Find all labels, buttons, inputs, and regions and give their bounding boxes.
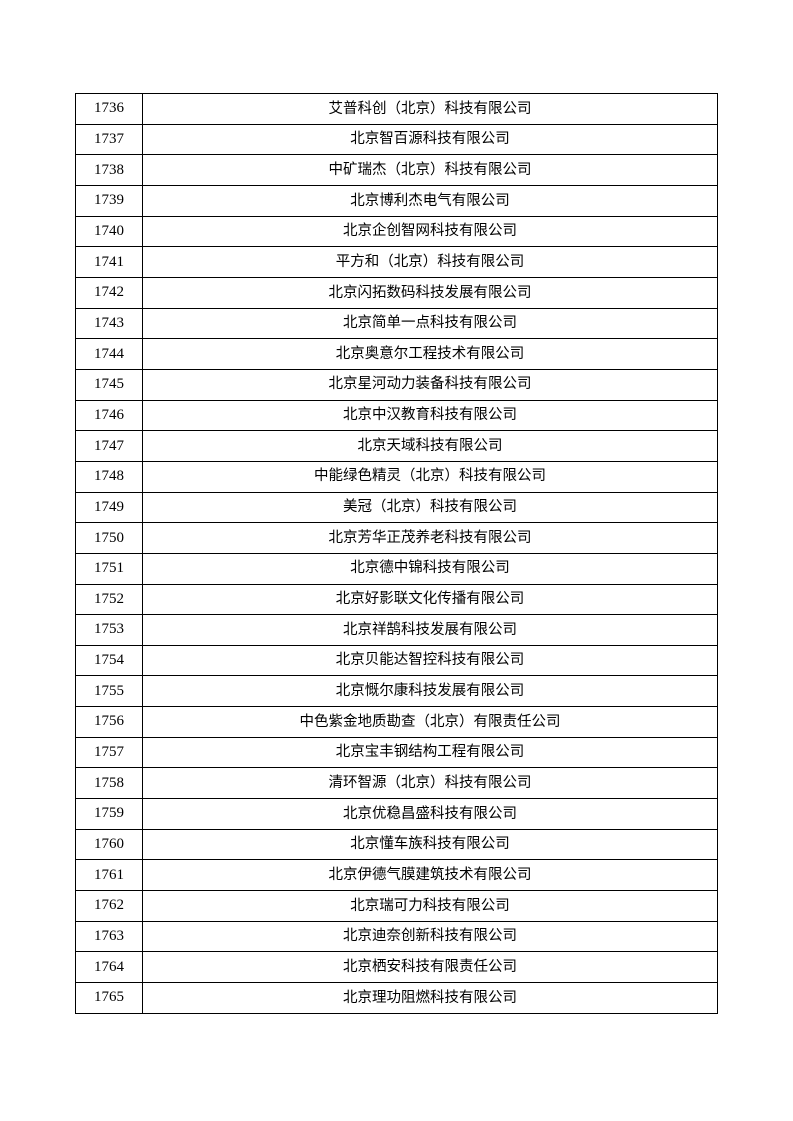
- table-row: 1745 北京星河动力装备科技有限公司: [75, 368, 718, 401]
- row-number: 1737: [75, 123, 143, 156]
- row-number: 1745: [75, 368, 143, 401]
- company-name: 中色紫金地质勘查（北京）有限责任公司: [142, 706, 718, 738]
- row-number: 1760: [75, 828, 143, 861]
- company-name: 艾普科创（北京）科技有限公司: [142, 93, 718, 125]
- company-name: 北京优稳昌盛科技有限公司: [142, 798, 718, 830]
- row-number: 1764: [75, 951, 143, 984]
- company-name: 清环智源（北京）科技有限公司: [142, 767, 718, 800]
- company-name: 北京宝丰钢结构工程有限公司: [142, 736, 718, 769]
- table-row: 1740 北京企创智网科技有限公司: [75, 215, 718, 248]
- row-number: 1747: [75, 430, 143, 462]
- company-name: 北京栖安科技有限责任公司: [142, 951, 718, 984]
- row-number: 1749: [75, 491, 143, 524]
- table-row: 1756 中色紫金地质勘查（北京）有限责任公司: [75, 706, 718, 738]
- row-number: 1736: [75, 93, 143, 125]
- company-name: 中能绿色精灵（北京）科技有限公司: [142, 460, 718, 493]
- row-number: 1752: [75, 583, 143, 616]
- company-name: 北京星河动力装备科技有限公司: [142, 368, 718, 401]
- row-number: 1741: [75, 246, 143, 278]
- company-name: 北京理功阻燃科技有限公司: [142, 982, 718, 1014]
- table-row: 1763 北京迪奈创新科技有限公司: [75, 920, 718, 953]
- row-number: 1740: [75, 215, 143, 248]
- row-number: 1744: [75, 338, 143, 370]
- company-name: 北京伊德气膜建筑技术有限公司: [142, 859, 718, 892]
- row-number: 1738: [75, 154, 143, 186]
- company-name: 美冠（北京）科技有限公司: [142, 491, 718, 524]
- table-row: 1758 清环智源（北京）科技有限公司: [75, 767, 718, 800]
- table-row: 1762 北京瑞可力科技有限公司: [75, 890, 718, 922]
- company-name: 北京懂车族科技有限公司: [142, 828, 718, 861]
- row-number: 1751: [75, 552, 143, 585]
- table-row: 1747 北京天域科技有限公司: [75, 430, 718, 462]
- table-row: 1755 北京慨尔康科技发展有限公司: [75, 675, 718, 708]
- row-number: 1763: [75, 920, 143, 953]
- table-row: 1751 北京德中锦科技有限公司: [75, 552, 718, 585]
- table-row: 1736 艾普科创（北京）科技有限公司: [75, 93, 718, 125]
- row-number: 1755: [75, 675, 143, 708]
- company-name: 中矿瑞杰（北京）科技有限公司: [142, 154, 718, 186]
- company-name: 北京简单一点科技有限公司: [142, 307, 718, 340]
- company-name: 北京智百源科技有限公司: [142, 123, 718, 156]
- company-name: 北京慨尔康科技发展有限公司: [142, 675, 718, 708]
- table-row: 1737 北京智百源科技有限公司: [75, 123, 718, 156]
- table-row: 1744 北京奥意尔工程技术有限公司: [75, 338, 718, 370]
- company-name: 北京德中锦科技有限公司: [142, 552, 718, 585]
- table-row: 1738 中矿瑞杰（北京）科技有限公司: [75, 154, 718, 186]
- table-row: 1739 北京博利杰电气有限公司: [75, 184, 718, 217]
- row-number: 1742: [75, 276, 143, 309]
- table-row: 1754 北京贝能达智控科技有限公司: [75, 644, 718, 677]
- table-body: 1736 艾普科创（北京）科技有限公司 1737 北京智百源科技有限公司 1738 中矿瑞…: [75, 93, 718, 1014]
- row-number: 1739: [75, 184, 143, 217]
- row-number: 1746: [75, 399, 143, 432]
- company-name: 平方和（北京）科技有限公司: [142, 246, 718, 278]
- company-list-table: 1736 艾普科创（北京）科技有限公司 1737 北京智百源科技有限公司 1738 中矿瑞…: [75, 93, 718, 1014]
- row-number: 1765: [75, 982, 143, 1014]
- row-number: 1743: [75, 307, 143, 340]
- table-row: 1752 北京好影联文化传播有限公司: [75, 583, 718, 616]
- row-number: 1758: [75, 767, 143, 800]
- company-name: 北京奥意尔工程技术有限公司: [142, 338, 718, 370]
- company-name: 北京好影联文化传播有限公司: [142, 583, 718, 616]
- table-row: 1742 北京闪拓数码科技发展有限公司: [75, 276, 718, 309]
- row-number: 1761: [75, 859, 143, 892]
- company-name: 北京企创智网科技有限公司: [142, 215, 718, 248]
- table-row: 1748 中能绿色精灵（北京）科技有限公司: [75, 460, 718, 493]
- company-name: 北京祥鹄科技发展有限公司: [142, 614, 718, 646]
- row-number: 1748: [75, 460, 143, 493]
- company-name: 北京天域科技有限公司: [142, 430, 718, 462]
- table-row: 1741 平方和（北京）科技有限公司: [75, 246, 718, 278]
- table-row: 1765 北京理功阻燃科技有限公司: [75, 982, 718, 1014]
- table-row: 1757 北京宝丰钢结构工程有限公司: [75, 736, 718, 769]
- company-name: 北京贝能达智控科技有限公司: [142, 644, 718, 677]
- row-number: 1756: [75, 706, 143, 738]
- company-name: 北京闪拓数码科技发展有限公司: [142, 276, 718, 309]
- row-number: 1757: [75, 736, 143, 769]
- table-row: 1764 北京栖安科技有限责任公司: [75, 951, 718, 984]
- company-name: 北京瑞可力科技有限公司: [142, 890, 718, 922]
- company-name: 北京中汉教育科技有限公司: [142, 399, 718, 432]
- row-number: 1753: [75, 614, 143, 646]
- table-row: 1746 北京中汉教育科技有限公司: [75, 399, 718, 432]
- table-row: 1753 北京祥鹄科技发展有限公司: [75, 614, 718, 646]
- company-name: 北京迪奈创新科技有限公司: [142, 920, 718, 953]
- table-row: 1750 北京芳华正茂养老科技有限公司: [75, 522, 718, 554]
- table-row: 1761 北京伊德气膜建筑技术有限公司: [75, 859, 718, 892]
- row-number: 1754: [75, 644, 143, 677]
- table-row: 1760 北京懂车族科技有限公司: [75, 828, 718, 861]
- company-name: 北京博利杰电气有限公司: [142, 184, 718, 217]
- row-number: 1759: [75, 798, 143, 830]
- table-row: 1759 北京优稳昌盛科技有限公司: [75, 798, 718, 830]
- table-row: 1743 北京简单一点科技有限公司: [75, 307, 718, 340]
- row-number: 1762: [75, 890, 143, 922]
- company-name: 北京芳华正茂养老科技有限公司: [142, 522, 718, 554]
- table-row: 1749 美冠（北京）科技有限公司: [75, 491, 718, 524]
- row-number: 1750: [75, 522, 143, 554]
